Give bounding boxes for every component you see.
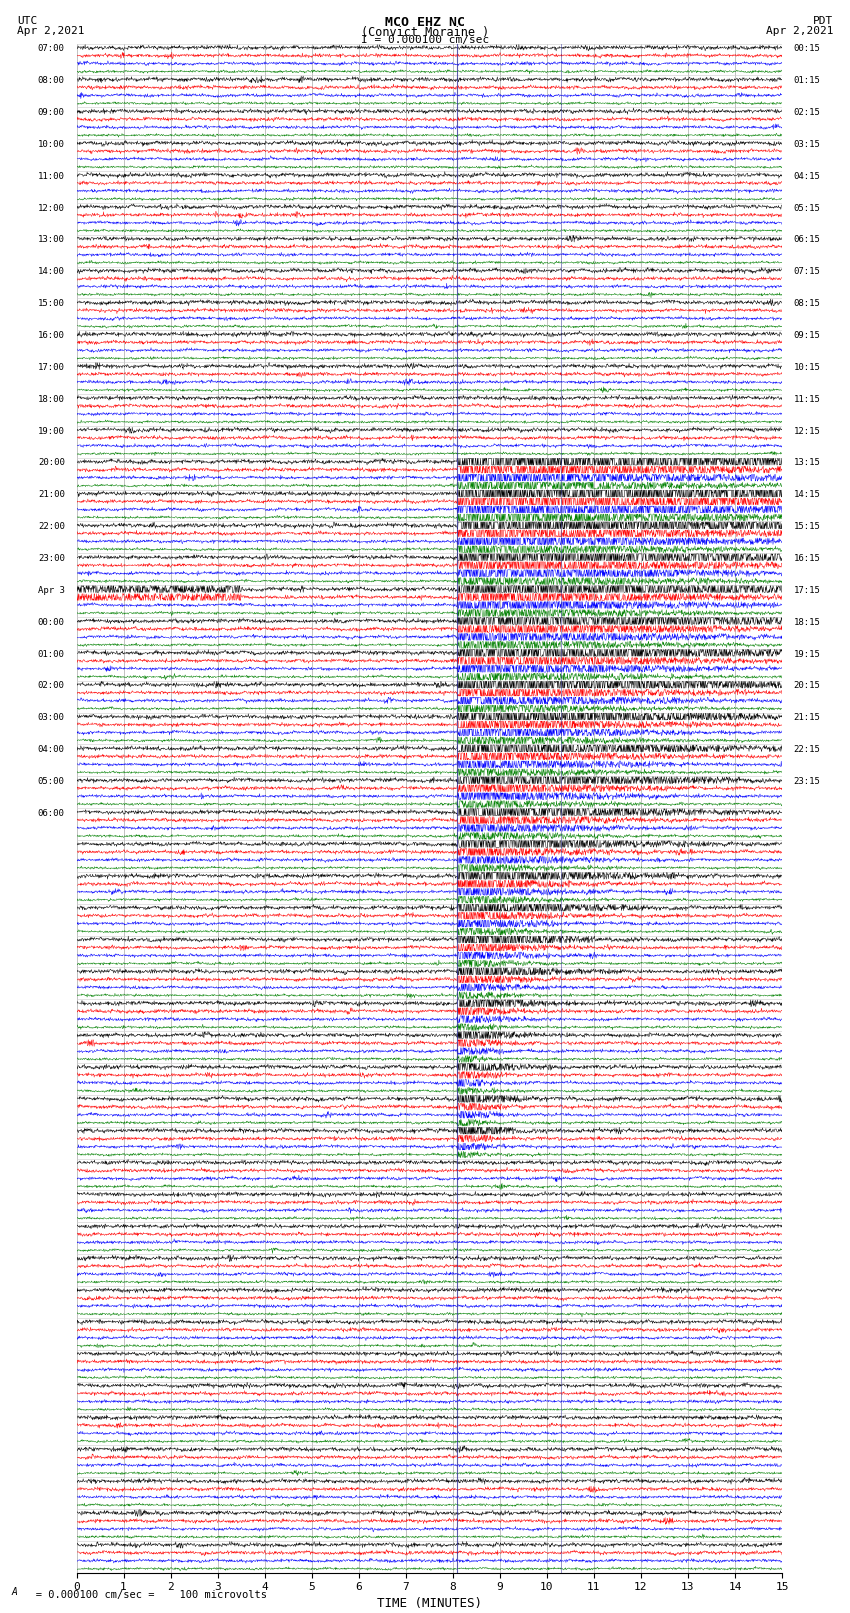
Text: 10:00: 10:00	[38, 140, 65, 148]
Text: 05:00: 05:00	[38, 777, 65, 786]
Text: 09:00: 09:00	[38, 108, 65, 118]
Text: 03:00: 03:00	[38, 713, 65, 723]
Text: 02:15: 02:15	[794, 108, 820, 118]
Text: 13:00: 13:00	[38, 235, 65, 245]
Text: 07:15: 07:15	[794, 268, 820, 276]
Text: 19:15: 19:15	[794, 650, 820, 658]
Text: 23:00: 23:00	[38, 553, 65, 563]
Text: 18:00: 18:00	[38, 395, 65, 403]
Text: 17:15: 17:15	[794, 586, 820, 595]
Text: I = 0.000100 cm/sec: I = 0.000100 cm/sec	[361, 35, 489, 45]
Text: 06:15: 06:15	[794, 235, 820, 245]
Text: 01:15: 01:15	[794, 76, 820, 85]
Text: 22:15: 22:15	[794, 745, 820, 755]
Text: 13:15: 13:15	[794, 458, 820, 468]
Text: Apr 2,2021: Apr 2,2021	[766, 26, 833, 35]
Text: 04:15: 04:15	[794, 171, 820, 181]
Text: 12:00: 12:00	[38, 203, 65, 213]
Text: 08:00: 08:00	[38, 76, 65, 85]
Text: 07:00: 07:00	[38, 44, 65, 53]
Text: 20:00: 20:00	[38, 458, 65, 468]
Text: 05:15: 05:15	[794, 203, 820, 213]
Text: 16:00: 16:00	[38, 331, 65, 340]
Text: 00:00: 00:00	[38, 618, 65, 627]
Text: Apr 2,2021: Apr 2,2021	[17, 26, 84, 35]
Text: A: A	[12, 1587, 18, 1597]
Text: 15:00: 15:00	[38, 298, 65, 308]
Text: = 0.000100 cm/sec =    100 microvolts: = 0.000100 cm/sec = 100 microvolts	[17, 1590, 267, 1600]
Text: 22:00: 22:00	[38, 523, 65, 531]
Text: 21:15: 21:15	[794, 713, 820, 723]
Text: 11:00: 11:00	[38, 171, 65, 181]
Text: 10:15: 10:15	[794, 363, 820, 373]
Text: 12:15: 12:15	[794, 426, 820, 436]
Text: 21:00: 21:00	[38, 490, 65, 500]
Text: 14:00: 14:00	[38, 268, 65, 276]
Text: MCO EHZ NC: MCO EHZ NC	[385, 16, 465, 29]
Text: 19:00: 19:00	[38, 426, 65, 436]
Text: 18:15: 18:15	[794, 618, 820, 627]
Text: 17:00: 17:00	[38, 363, 65, 373]
Text: 11:15: 11:15	[794, 395, 820, 403]
X-axis label: TIME (MINUTES): TIME (MINUTES)	[377, 1597, 482, 1610]
Text: 14:15: 14:15	[794, 490, 820, 500]
Text: 09:15: 09:15	[794, 331, 820, 340]
Text: 16:15: 16:15	[794, 553, 820, 563]
Text: 04:00: 04:00	[38, 745, 65, 755]
Text: 03:15: 03:15	[794, 140, 820, 148]
Text: 02:00: 02:00	[38, 681, 65, 690]
Text: 00:15: 00:15	[794, 44, 820, 53]
Text: UTC: UTC	[17, 16, 37, 26]
Text: 15:15: 15:15	[794, 523, 820, 531]
Text: 20:15: 20:15	[794, 681, 820, 690]
Text: Apr 3: Apr 3	[38, 586, 65, 595]
Text: PDT: PDT	[813, 16, 833, 26]
Text: 06:00: 06:00	[38, 808, 65, 818]
Text: 08:15: 08:15	[794, 298, 820, 308]
Text: 01:00: 01:00	[38, 650, 65, 658]
Text: 23:15: 23:15	[794, 777, 820, 786]
Text: (Convict Moraine ): (Convict Moraine )	[361, 26, 489, 39]
